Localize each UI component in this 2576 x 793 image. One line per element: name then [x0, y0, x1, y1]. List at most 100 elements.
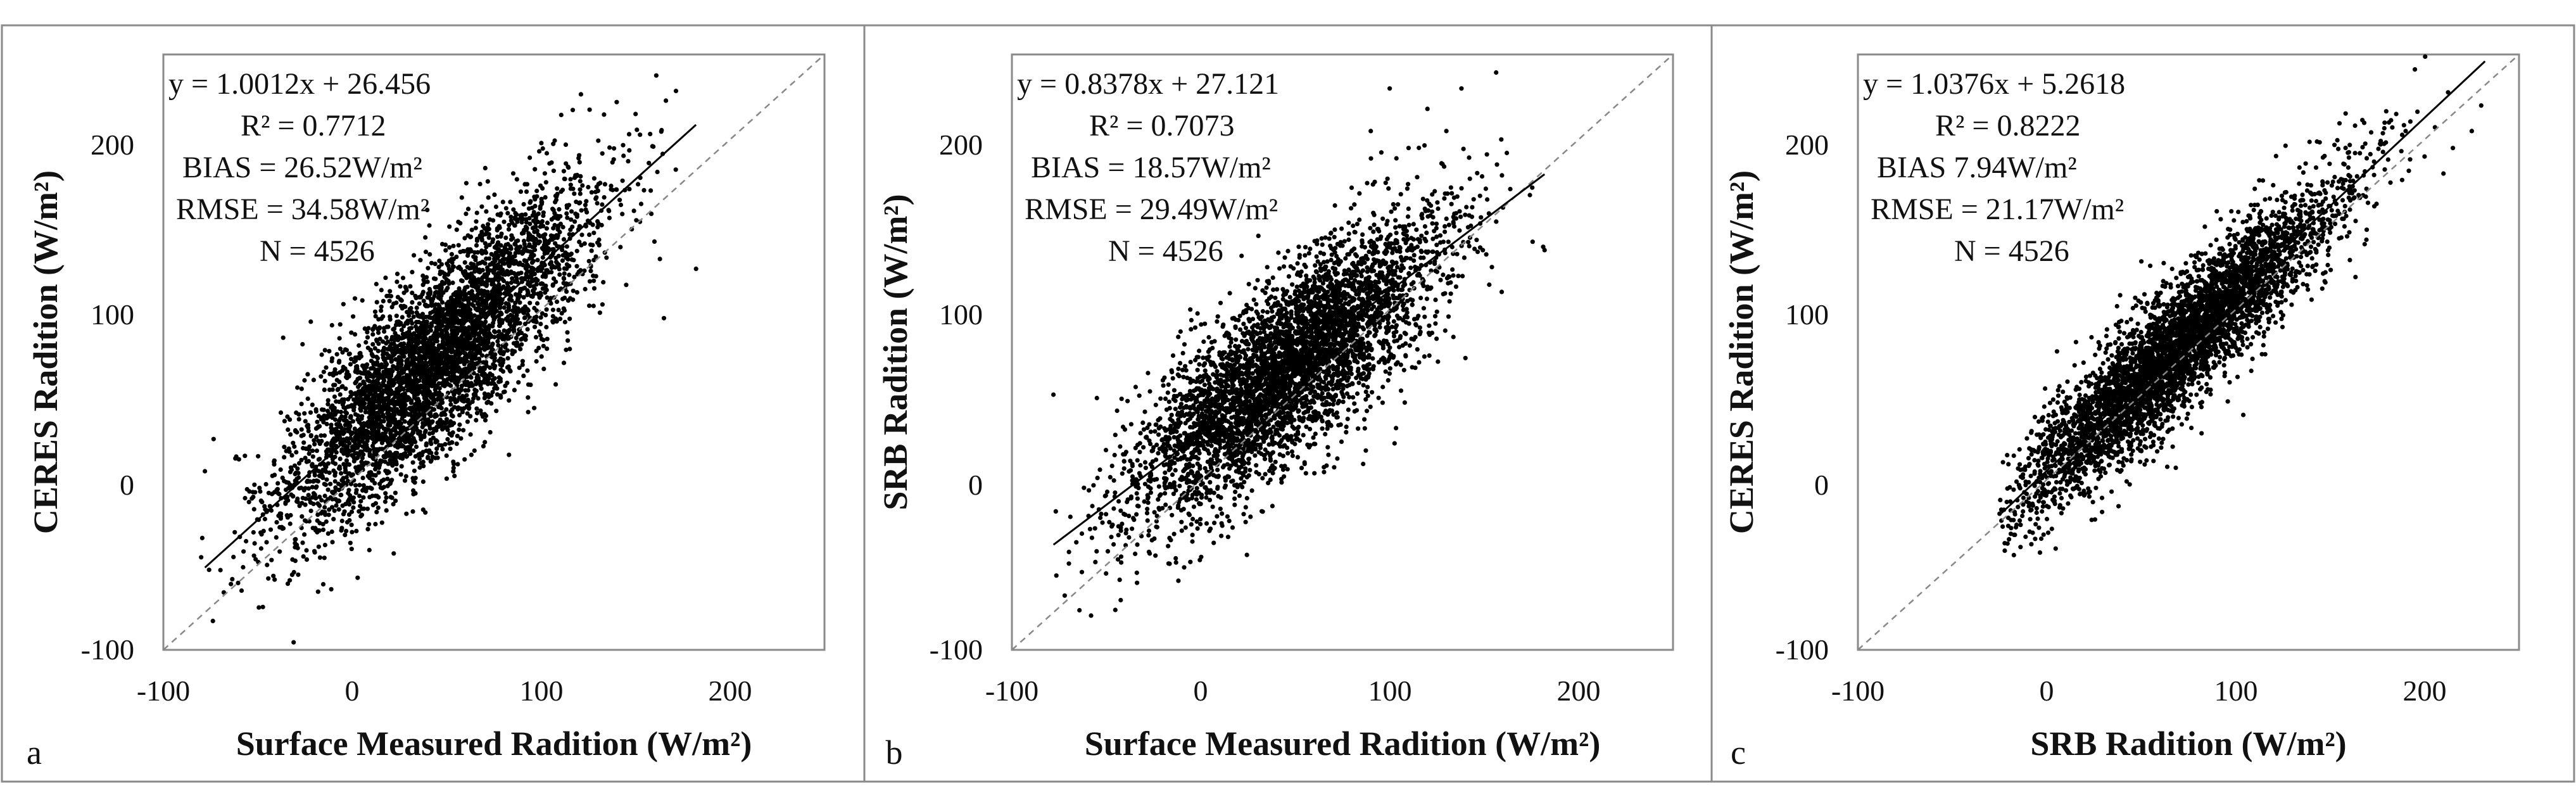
panel-a-scatter-point	[567, 346, 572, 352]
panel-a-scatter-point	[406, 412, 411, 417]
panel-a-scatter-point	[439, 357, 444, 362]
panel-a-scatter-point	[562, 266, 567, 271]
panel-a-scatter-point	[519, 220, 524, 225]
panel-a-scatter-point	[553, 255, 559, 260]
panel-a-scatter-point	[464, 212, 469, 217]
panel-a-scatter-point	[384, 396, 389, 401]
panel-a-scatter-point	[510, 236, 515, 241]
panel-b-scatter-point	[1247, 456, 1252, 462]
panel-a-scatter-point	[508, 324, 514, 329]
panel-a-scatter-point	[437, 333, 442, 338]
panel-a-scatter-point	[515, 295, 521, 300]
panel-a-scatter-point	[474, 219, 479, 224]
panel-a-scatter-point	[376, 505, 381, 511]
panel-a-scatter-point	[429, 260, 434, 265]
panel-a-scatter-point	[413, 491, 418, 496]
panel-a-scatter-point	[538, 206, 543, 211]
panel-a-scatter-point	[376, 330, 381, 335]
panel-a-scatter-point	[236, 457, 241, 462]
panel-a-scatter-point	[206, 568, 212, 573]
panel-a-scatter-point	[410, 300, 415, 305]
panel-a-scatter-point	[391, 428, 396, 433]
panel-a-scatter-point	[345, 448, 350, 454]
panel-a-scatter-point	[420, 422, 426, 428]
panel-a-scatter-point	[387, 298, 392, 303]
panel-a-scatter-point	[306, 451, 312, 456]
panel-a-scatter-point	[503, 206, 508, 211]
panel-a-scatter-point	[588, 269, 593, 274]
panel-a-scatter-point	[539, 336, 544, 341]
panel-a-scatter-point	[379, 520, 384, 525]
panel-a-scatter-point	[366, 326, 371, 331]
panel-a-scatter-point	[465, 335, 470, 340]
panel-a-scatter-point	[595, 225, 600, 230]
panel-a-scatter-point	[481, 289, 486, 294]
panel-a-scatter-point	[540, 219, 545, 224]
panel-a-xtick-label: 0	[345, 675, 360, 707]
panel-a-scatter-point	[419, 326, 424, 331]
panel-a-scatter-point	[467, 353, 472, 358]
panel-a-scatter-point	[293, 478, 298, 483]
panel-a-scatter-point	[302, 377, 307, 383]
panel-a-scatter-point	[241, 565, 246, 570]
panel-a-scatter-point	[282, 419, 287, 424]
panel-a-scatter-point	[327, 348, 332, 354]
panel-a-scatter-point	[296, 572, 301, 577]
panel-a-scatter-point	[540, 146, 545, 151]
panel-a-scatter-point	[572, 191, 577, 196]
panel-a-scatter-point	[375, 386, 380, 392]
panel-a-scatter-point	[319, 415, 324, 420]
panel-a-scatter-point	[503, 235, 508, 240]
panel-a-scatter-point	[590, 222, 595, 227]
panel-a-identity-line	[163, 54, 825, 650]
panel-a-scatter-point	[393, 331, 398, 336]
panel-a-scatter-point	[465, 388, 470, 393]
panel-a-scatter-point	[426, 265, 431, 270]
panel-a-scatter-point	[483, 299, 488, 304]
panel-a-scatter-point	[487, 243, 492, 248]
panel-a-scatter-point	[513, 305, 518, 310]
panel-a-scatter-point	[346, 396, 351, 402]
panel-a-scatter-point	[322, 379, 327, 384]
panel-a-scatter-point	[369, 404, 374, 409]
panel-a-scatter-point	[401, 331, 406, 336]
panel-a-scatter-point	[498, 304, 503, 309]
panel-a-scatter-point	[498, 362, 503, 367]
panel-a-scatter-point	[439, 300, 445, 305]
panel-a-scatter-point	[574, 263, 579, 269]
panel-b-scatter-point	[1183, 364, 1188, 369]
panel-a-scatter-point	[363, 488, 369, 494]
panel-a-scatter-point	[544, 307, 549, 312]
panel-a-scatter-point	[319, 352, 324, 357]
panel-a-scatter-point	[258, 546, 263, 551]
panel-a-scatter-point	[600, 151, 605, 156]
panel-a-scatter-point	[657, 257, 662, 262]
panel-a-scatter-point	[305, 396, 310, 402]
panel-a-scatter-point	[482, 391, 488, 396]
panel-a-scatter-point	[295, 466, 300, 471]
panel-a-scatter-point	[342, 509, 347, 514]
panel-a-ytick-label: -100	[81, 633, 134, 666]
panel-a-scatter-point	[442, 383, 447, 389]
panel-a-scatter-point	[472, 448, 477, 454]
panel-a-scatter-point	[351, 438, 356, 443]
panel-a-scatter-point	[506, 301, 511, 307]
panel-a-scatter-point	[414, 401, 419, 406]
panel-a-scatter-point	[339, 518, 344, 524]
panel-a-scatter-point	[379, 288, 384, 293]
panel-a-scatter-point	[278, 467, 283, 473]
panel-a-scatter-point	[367, 522, 372, 527]
panel-a-scatter-point	[268, 527, 274, 532]
panel-a-scatter-point	[470, 383, 476, 388]
panel-a-scatter-point	[289, 467, 294, 473]
panel-a-scatter-point	[403, 348, 408, 353]
panel-a-scatter-point	[441, 336, 446, 341]
panel-a-scatter-point	[587, 232, 592, 238]
panel-a-scatter-point	[306, 459, 311, 464]
panel-a-scatter-point	[365, 370, 371, 375]
panel-a-scatter-point	[496, 285, 502, 290]
panel-a-scatter-point	[452, 314, 457, 319]
panel-a-scatter-point	[439, 241, 445, 246]
panel-a-scatter-point	[498, 211, 503, 216]
panel-a-scatter-point	[277, 549, 282, 554]
